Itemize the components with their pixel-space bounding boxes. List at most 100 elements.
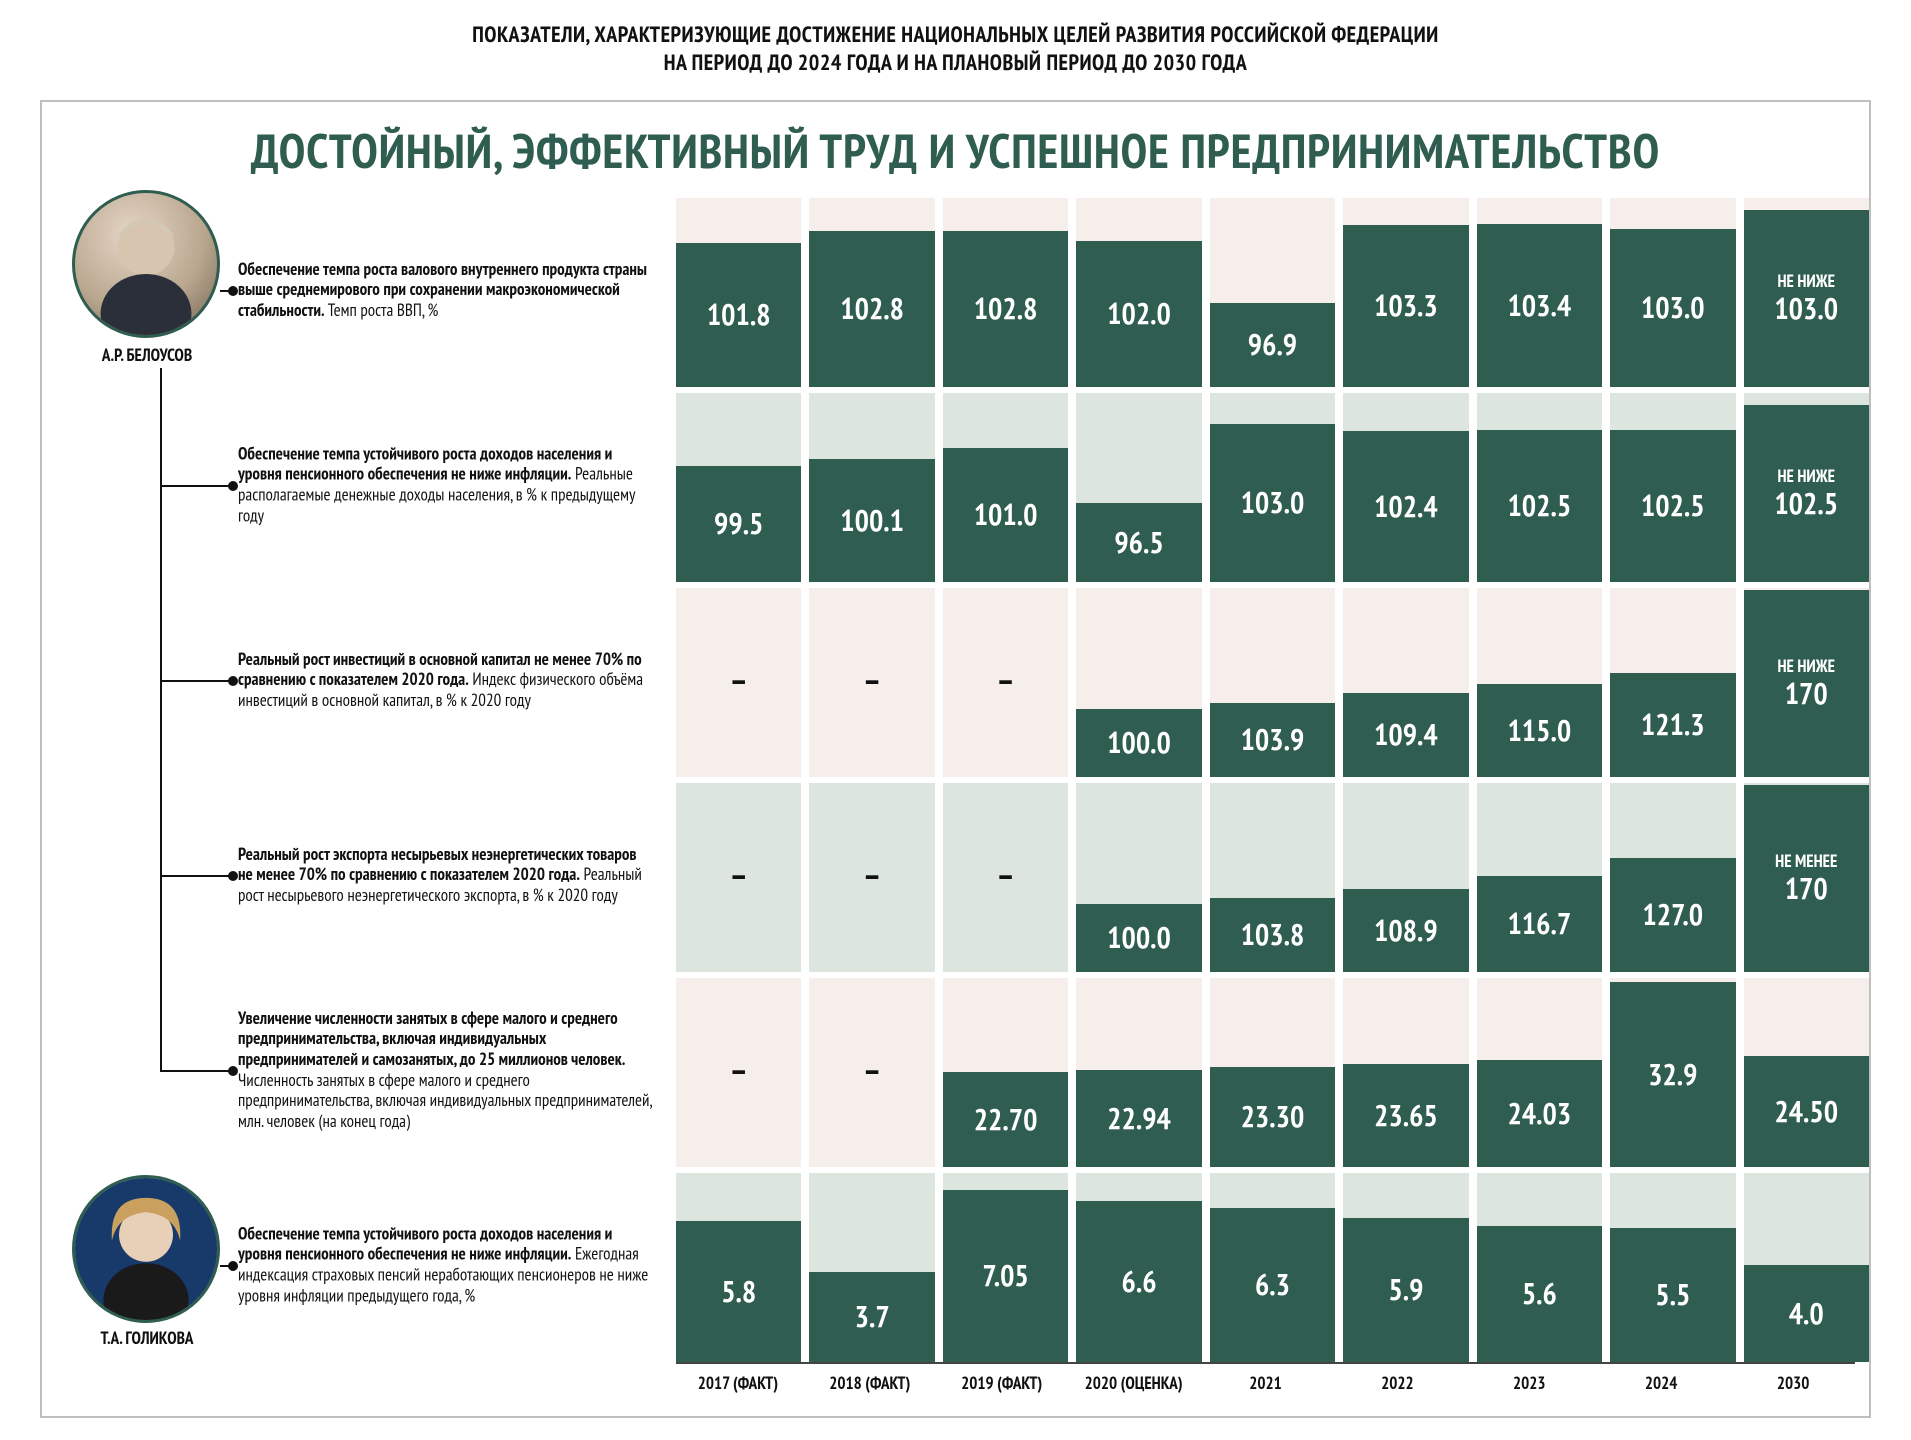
chart-cell: 127.0: [1610, 777, 1735, 972]
bar: 3.7: [809, 1272, 934, 1362]
bar-value-label: 7.05: [943, 1260, 1068, 1292]
bar: 23.30: [1210, 1067, 1335, 1167]
bar-value-label: 4.0: [1744, 1298, 1869, 1330]
description-row: Обеспечение темпа устойчивого роста дохо…: [42, 387, 672, 582]
bar: 96.5: [1076, 503, 1201, 582]
bar-value-label: 101.0: [943, 499, 1068, 531]
bar-value-label: 127.0: [1610, 899, 1735, 931]
bar: 103.9: [1210, 703, 1335, 777]
chart-cell: –: [809, 582, 934, 777]
infographic-panel: ДОСТОЙНЫЙ, ЭФФЕКТИВНЫЙ ТРУД И УСПЕШНОЕ П…: [40, 100, 1871, 1418]
chart-row: –––100.0103.9109.4115.0121.3НЕ НИЖЕ170: [672, 582, 1869, 777]
bar: 102.8: [943, 231, 1068, 387]
no-data-dash: –: [943, 658, 1068, 702]
bar: 121.3: [1610, 673, 1735, 777]
bar: 99.5: [676, 466, 801, 582]
description-row: Реальный рост экспорта несырьевых неэнер…: [42, 777, 672, 972]
chart-cell: НЕ МЕНЕЕ170: [1744, 777, 1869, 972]
portrait-caption-belousov: А.Р. БЕЛОУСОВ: [62, 344, 232, 366]
x-axis-label: 2021: [1204, 1362, 1328, 1416]
chart-cell: 115.0: [1477, 582, 1602, 777]
bar: 102.4: [1343, 431, 1468, 582]
portrait-caption-golikova: Т.А. ГОЛИКОВА: [62, 1327, 232, 1349]
chart-cell: 6.3: [1210, 1167, 1335, 1362]
bar-value-label: НЕ МЕНЕЕ170: [1744, 853, 1869, 904]
x-axis-label: 2018 (ФАКТ): [808, 1362, 932, 1416]
bar: 23.65: [1343, 1064, 1468, 1167]
chart-cell: 22.94: [1076, 972, 1201, 1167]
supertitle-line2: НА ПЕРИОД ДО 2024 ГОДА И НА ПЛАНОВЫЙ ПЕР…: [100, 50, 1811, 78]
bar: 24.03: [1477, 1060, 1602, 1167]
x-axis-label: 2023: [1467, 1362, 1591, 1416]
chart-rows: 101.8102.8102.8102.096.9103.3103.4103.0Н…: [672, 192, 1869, 1362]
chart-cell: 96.9: [1210, 192, 1335, 387]
chart-cell: 101.0: [943, 387, 1068, 582]
chart-cell: 103.0: [1210, 387, 1335, 582]
bar: 103.0: [1610, 229, 1735, 387]
bar: 5.9: [1343, 1218, 1468, 1362]
chart-cell: НЕ НИЖЕ103.0: [1744, 192, 1869, 387]
chart-cell: –: [809, 777, 934, 972]
bar: 115.0: [1477, 684, 1602, 777]
bar-value-label: 99.5: [676, 508, 801, 540]
chart-cell: 5.9: [1343, 1167, 1468, 1362]
chart-cell: –: [943, 582, 1068, 777]
bar-value-label: 5.9: [1343, 1274, 1468, 1306]
bar: 7.05: [943, 1190, 1068, 1362]
bar: 102.5: [1477, 430, 1602, 582]
bar: 103.0: [1210, 424, 1335, 582]
bar: НЕ МЕНЕЕ170: [1744, 785, 1869, 972]
chart-cell: 102.5: [1610, 387, 1735, 582]
chart-cell: 108.9: [1343, 777, 1468, 972]
bar-value-label: 22.94: [1076, 1103, 1201, 1135]
bar: 5.8: [676, 1221, 801, 1362]
bar: 5.6: [1477, 1226, 1602, 1363]
row-description: Обеспечение темпа роста валового внутрен…: [238, 258, 672, 320]
bar: 109.4: [1343, 693, 1468, 777]
bar-value-label: 6.6: [1076, 1266, 1201, 1298]
chart-cell: 103.3: [1343, 192, 1468, 387]
chart-cell: 3.7: [809, 1167, 934, 1362]
chart-cell: 5.8: [676, 1167, 801, 1362]
chart-cell: 102.5: [1477, 387, 1602, 582]
chart-cell: 121.3: [1610, 582, 1735, 777]
chart-cell: –: [676, 582, 801, 777]
bar: 102.5: [1610, 430, 1735, 582]
chart-cell: 100.1: [809, 387, 934, 582]
bar-value-label: 96.5: [1076, 527, 1201, 559]
bar: 22.70: [943, 1072, 1068, 1167]
row-description: Реальный рост экспорта несырьевых неэнер…: [238, 843, 672, 905]
bar-value-label: 5.5: [1610, 1279, 1735, 1311]
chart-cell: 23.65: [1343, 972, 1468, 1167]
bar-value-label: 22.70: [943, 1104, 1068, 1136]
chart-cell: 100.0: [1076, 582, 1201, 777]
bar: 101.0: [943, 448, 1068, 582]
chart-cell: 102.8: [943, 192, 1068, 387]
bar: 103.3: [1343, 225, 1468, 387]
no-data-dash: –: [676, 853, 801, 897]
bar: 103.8: [1210, 898, 1335, 972]
no-data-dash: –: [676, 658, 801, 702]
chart-cell: 32.9: [1610, 972, 1735, 1167]
x-axis: 2017 (ФАКТ)2018 (ФАКТ)2019 (ФАКТ)2020 (О…: [672, 1362, 1855, 1416]
chart-cell: 22.70: [943, 972, 1068, 1167]
bar: 24.50: [1744, 1056, 1869, 1167]
chart-cell: 102.8: [809, 192, 934, 387]
bar-value-label: 5.6: [1477, 1278, 1602, 1310]
bar-value-label: 121.3: [1610, 709, 1735, 741]
bar: 6.3: [1210, 1208, 1335, 1362]
bar-value-label: 96.9: [1210, 329, 1335, 361]
bar-value-label: НЕ НИЖЕ102.5: [1744, 468, 1869, 519]
portrait-golikova: [72, 1175, 220, 1323]
x-axis-label: 2020 (ОЦЕНКА): [1072, 1362, 1196, 1416]
no-data-dash: –: [943, 853, 1068, 897]
x-axis-label: 2030: [1731, 1362, 1855, 1416]
description-row: Увеличение численности занятых в сфере м…: [42, 972, 672, 1167]
bar-value-label: 23.65: [1343, 1100, 1468, 1132]
bar-value-label: 109.4: [1343, 719, 1468, 751]
bar-value-label: 103.8: [1210, 919, 1335, 951]
chart-cell: 103.8: [1210, 777, 1335, 972]
chart-cell: –: [943, 777, 1068, 972]
chart-row: 99.5100.1101.096.5103.0102.4102.5102.5НЕ…: [672, 387, 1869, 582]
bar-value-label: 102.8: [809, 293, 934, 325]
